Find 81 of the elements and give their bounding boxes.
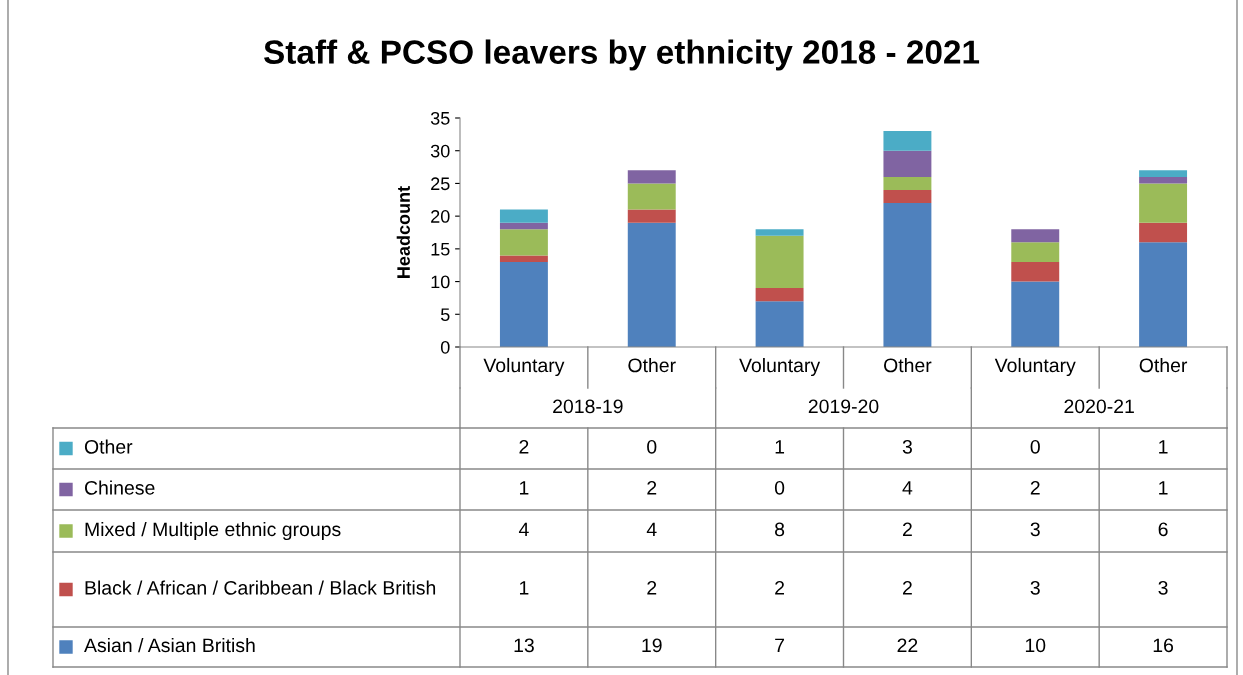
data-label: 1 [519,581,529,595]
legend-label: Mixed / Multiple ethnic groups [85,521,341,541]
bar [627,209,676,223]
x-tick-label: Other [628,357,676,373]
bar [1139,242,1188,347]
bar [755,229,804,236]
data-label: 2 [519,439,529,454]
data-label: 19 [642,638,662,653]
y-tick-label: 20 [431,210,450,223]
data-label: 0 [774,480,785,495]
bar [499,255,548,262]
data-label: 2 [647,480,657,495]
y-tick-label: 15 [431,242,450,256]
legend-label: Black / African / Caribbean / Black British [85,580,436,595]
bar [755,288,804,302]
bar [499,209,548,223]
legend-label: Chinese [84,480,155,495]
bar [627,222,676,347]
data-label: 2 [1030,480,1040,495]
x-tick-label: Voluntary [739,357,821,377]
data-label: 2 [902,522,912,537]
bar [755,235,804,289]
bar [883,203,932,347]
data-label: 8 [775,522,785,537]
data-label: 4 [902,481,913,495]
data-label: 1 [519,481,529,495]
data-label: 10 [1025,638,1046,653]
data-label: 22 [897,638,918,653]
y-tick-label: 10 [431,275,450,289]
data-label: 3 [1030,522,1040,537]
text: 2020-21 [1064,399,1134,414]
data-label: 1 [1159,440,1168,454]
data-label: 4 [518,522,529,537]
bar [1139,183,1188,223]
x-tick-label: Voluntary [994,357,1076,377]
data-label: 6 [1158,522,1168,537]
bar [499,229,548,256]
bar [883,131,932,151]
data-label: 0 [647,439,657,454]
bar [627,183,676,210]
bar [499,222,548,230]
data-label: 4 [646,522,657,537]
data-label: 3 [902,439,912,454]
bar [1011,242,1060,262]
bar [755,301,804,347]
chart-title: Staff & PCSO leavers by ethnicity 2018 - 2021 [263,39,980,71]
y-axis-title: Headcount [396,186,410,278]
data-label: 2 [902,580,912,595]
bar [883,150,932,177]
data-label: 1 [775,440,785,454]
bar [499,261,548,347]
data-label: 2 [647,580,657,595]
bar [883,176,932,190]
y-tick-label: 25 [431,177,450,191]
bar [1011,229,1060,243]
x-tick-label: Other [1139,357,1188,373]
bar [1139,222,1188,243]
y-tick-label: 0 [440,340,450,354]
x-tick-label: Other [884,357,932,373]
data-label: 3 [1030,580,1040,595]
data-label: 3 [1158,580,1168,595]
y-tick-label: 5 [440,308,450,322]
y-tick-label: 30 [430,144,450,158]
data-label: 0 [1030,439,1040,454]
data-label: 16 [1153,638,1174,653]
bar [1139,176,1188,184]
data-label: 2 [775,580,785,595]
bar [883,189,932,204]
y-tick-label: 35 [430,111,450,125]
x-tick-label: Voluntary [483,357,565,377]
bar [627,170,676,184]
data-label: 1 [1159,481,1168,495]
legend-label: Asian / Asian British [84,637,255,653]
text: 2019-20 [808,399,879,414]
bar [1011,281,1060,347]
bar [1011,261,1060,282]
legend-label: Other [84,439,133,454]
bar [1139,170,1188,177]
data-label: 7 [775,638,785,653]
data-label: 13 [514,638,534,653]
text: 2018-19 [553,399,623,414]
